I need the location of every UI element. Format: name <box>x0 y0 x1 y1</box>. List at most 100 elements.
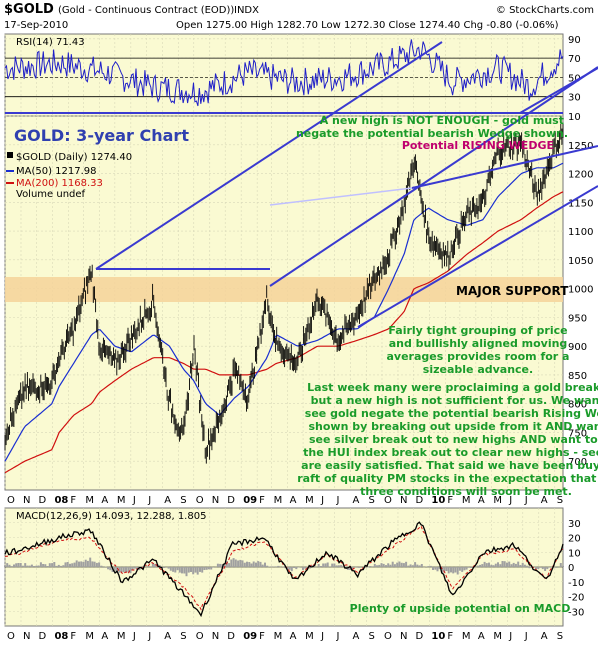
wedge-upper-line <box>411 145 598 189</box>
macd-month-label: J <box>336 631 340 642</box>
price-month-label: J <box>132 495 136 506</box>
note-last-week-line5: see silver break out to new highs AND wa… <box>309 433 598 446</box>
chart-date: 17-Sep-2010 <box>4 20 68 31</box>
note-last-week-line9: three conditions will soon be met. <box>360 485 572 498</box>
macd-title: MACD(12,26,9) 14.093, 12.288, 1.805 <box>16 511 206 522</box>
price-month-label: A <box>290 495 297 506</box>
note-new-high-line1: A new high is NOT ENOUGH - gold must <box>320 114 564 127</box>
price-month-label: D <box>38 495 46 506</box>
rsi-y-tick: 90 <box>568 35 581 46</box>
note-last-week-line2: but a new high is not sufficient for us.… <box>311 394 598 407</box>
macd-month-label: M <box>493 631 502 642</box>
price-month-label: S <box>369 495 375 506</box>
price-y-tick: 900 <box>568 342 587 353</box>
macd-month-label: D <box>415 631 423 642</box>
note-last-week-line4: shown by breaking out upside from it AND… <box>308 420 598 433</box>
macd-month-label: J <box>508 631 512 642</box>
macd-month-label: D <box>38 631 46 642</box>
price-month-label: M <box>274 495 283 506</box>
price-month-label: J <box>524 495 528 506</box>
price-month-label: O <box>196 495 204 506</box>
rsi-trendline <box>519 67 598 114</box>
price-y-tick: 700 <box>568 457 587 468</box>
rsi-y-tick: 70 <box>568 54 581 65</box>
macd-month-label: N <box>400 631 407 642</box>
ohlc-readout: Open 1275.00 High 1282.70 Low 1272.30 Cl… <box>176 20 559 31</box>
price-month-label: D <box>227 495 235 506</box>
rising-wedge-label: Potential RISING WEDGE <box>402 139 554 152</box>
price-month-label: O <box>384 495 392 506</box>
rsi-y-tick: 50 <box>568 73 581 84</box>
price-month-label: F <box>259 495 265 506</box>
macd-month-label: A <box>478 631 485 642</box>
price-month-label: S <box>557 495 563 506</box>
price-panel <box>4 115 564 491</box>
macd-month-label: O <box>384 631 392 642</box>
price-month-label: 10 <box>431 495 445 506</box>
note-grouping-line3: averages provides room for a <box>387 350 570 363</box>
note-new-high-line2: negate the potential bearish Wedge shown… <box>296 127 568 140</box>
price-month-label: S <box>180 495 186 506</box>
macd-month-label: O <box>196 631 204 642</box>
price-month-label: A <box>541 495 548 506</box>
note-last-week-line8: raft of quality PM stocks in the expecta… <box>297 472 598 485</box>
chart-header: $GOLD (Gold - Continuous Contract (EOD))… <box>4 2 594 31</box>
price-month-label: J <box>336 495 340 506</box>
price-month-label: A <box>478 495 485 506</box>
price-month-label: M <box>493 495 502 506</box>
price-month-label: M <box>462 495 471 506</box>
rsi-line <box>4 39 564 107</box>
macd-y-tick: 10 <box>568 548 581 559</box>
price-legend: $GOLD (Daily) 1274.40 MA(50) 1217.98 MA(… <box>6 152 132 200</box>
price-y-tick: 750 <box>568 428 587 439</box>
light-trendline <box>269 187 413 206</box>
macd-month-label: N <box>212 631 219 642</box>
macd-month-label: A <box>541 631 548 642</box>
macd-month-label: D <box>227 631 235 642</box>
price-y-tick: 1250 <box>568 141 593 152</box>
macd-month-label: M <box>274 631 283 642</box>
major-support-label: MAJOR SUPPORT <box>456 284 569 298</box>
macd-y-tick: 30 <box>568 519 581 530</box>
price-y-tick: 800 <box>568 400 587 411</box>
price-month-label: N <box>400 495 407 506</box>
price-month-label: N <box>23 495 30 506</box>
macd-month-label: 09 <box>243 631 257 642</box>
price-bars <box>4 122 564 464</box>
rsi-y-tick: 30 <box>568 93 581 104</box>
price-y-tick: 1050 <box>568 256 593 267</box>
macd-month-label: A <box>290 631 297 642</box>
ma200-line <box>4 191 564 474</box>
long-trendline-upper <box>95 41 443 270</box>
price-month-label: N <box>212 495 219 506</box>
axis-ticks: 10 30 50 70 90 700 750 800 850 900 950 1000 1050 1100… <box>7 35 593 642</box>
macd-month-label: A <box>353 631 360 642</box>
legend-ma200: MA(200) 1168.33 <box>16 178 103 189</box>
legend-price-swatch <box>7 152 13 158</box>
note-last-week-line6: the HUI index break out to clear new hig… <box>303 446 598 459</box>
price-month-label: O <box>7 495 15 506</box>
exchange-label: INDX <box>234 5 259 16</box>
macd-y-tick: -30 <box>568 607 584 618</box>
macd-month-label: J <box>132 631 136 642</box>
price-y-tick: 1200 <box>568 170 593 181</box>
macd-signal-line <box>4 525 564 611</box>
macd-month-label: O <box>7 631 15 642</box>
note-last-week-line1: Last week many were proclaiming a gold b… <box>307 381 598 394</box>
symbol-title: $GOLD <box>4 2 54 17</box>
macd-month-label: J <box>524 631 528 642</box>
price-month-label: A <box>353 495 360 506</box>
price-y-tick: 950 <box>568 313 587 324</box>
price-month-label: M <box>85 495 94 506</box>
price-month-label: 09 <box>243 495 257 506</box>
symbol-description: (Gold - Continuous Contract (EOD)) <box>58 5 234 16</box>
note-grouping-line4: sizeable advance. <box>423 363 533 376</box>
macd-y-tick: 20 <box>568 534 581 545</box>
macd-line <box>4 521 564 618</box>
legend-ma50: MA(50) 1217.98 <box>16 166 97 177</box>
macd-month-label: 10 <box>431 631 445 642</box>
macd-month-label: M <box>462 631 471 642</box>
major-support-band <box>5 277 563 302</box>
trendlines <box>5 41 598 328</box>
